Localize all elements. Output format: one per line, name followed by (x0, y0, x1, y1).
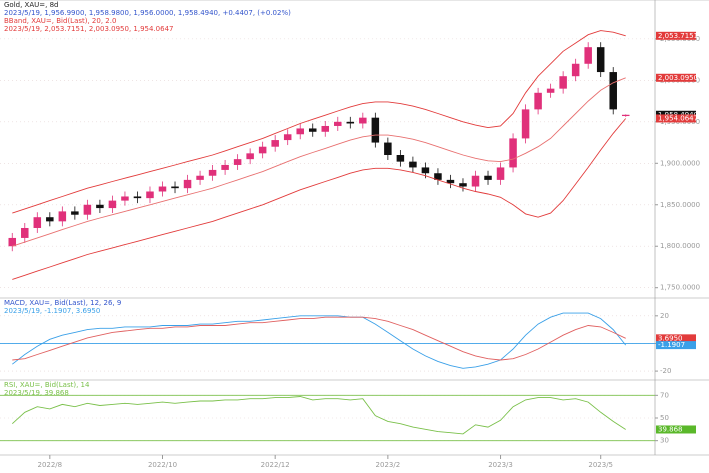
price-tag-label: 2,003.0950 (658, 74, 698, 82)
candle-body (221, 164, 229, 170)
series-line (12, 118, 627, 280)
price-tag (656, 114, 696, 123)
candle-body (434, 173, 442, 180)
y-tick-label: -20 (660, 367, 671, 375)
candle-body (96, 204, 104, 209)
candle-body (183, 179, 192, 189)
candle-body (158, 186, 167, 192)
legend-text: BBand, XAU=, Bid(Last), 20, 2.0 (4, 17, 116, 25)
candle-body (409, 161, 417, 168)
x-tick-label: 2022/12 (261, 461, 290, 469)
price-tag-label: 39.868 (658, 425, 683, 433)
price-tag (656, 334, 696, 343)
candle-body (546, 88, 555, 93)
candle-body (146, 191, 154, 199)
candle-body (509, 138, 517, 168)
legend-text: 2023/5/19, 2,053.7151, 2,003.0950, 1,954… (4, 25, 173, 33)
x-tick-label: 2022/8 (37, 461, 62, 469)
series-line (12, 316, 626, 361)
candle-body (421, 167, 430, 174)
series-line (12, 30, 626, 214)
candle-body (271, 140, 279, 147)
legend-text: 2023/5/19, -1.1907, 3.6950 (4, 307, 100, 315)
candle-body (8, 237, 17, 247)
candle-body (609, 72, 617, 110)
price-tag (656, 341, 696, 350)
candle-body (534, 92, 542, 110)
candle-body (83, 204, 92, 215)
candle-body (208, 169, 217, 176)
x-tick-label: 2023/2 (376, 461, 401, 469)
candle-body (471, 175, 480, 187)
candle-body (296, 128, 304, 135)
series-line (12, 312, 627, 369)
candle-body (321, 125, 330, 132)
candle-body (171, 186, 179, 189)
candle-body (133, 196, 142, 199)
x-tick-label: 2023/3 (488, 461, 513, 469)
candle-body (46, 217, 54, 222)
y-tick-label: 1,850.0000 (660, 201, 700, 209)
candle-body (571, 63, 580, 77)
y-tick-label: 1,750.0000 (660, 284, 700, 292)
price-tag-label: 2,053.7151 (658, 32, 698, 40)
x-tick-label: 2023/5 (588, 461, 613, 469)
y-tick-label: 70 (660, 391, 669, 399)
candle-body (559, 76, 567, 89)
y-tick-label: 1,900.0000 (660, 159, 700, 167)
legend-text: Gold, XAU=, 8d (4, 1, 58, 9)
series-line (11, 396, 626, 435)
y-tick-label: 30 (660, 437, 669, 445)
candle-body (21, 227, 29, 238)
candle-body (283, 134, 292, 141)
price-tag-label: 3.6950 (658, 334, 683, 342)
candle-body (346, 121, 355, 124)
x-tick-label: 2022/10 (148, 461, 177, 469)
candle-body (596, 47, 605, 73)
price-tag-label: 1,954.0647 (658, 114, 698, 122)
candle-body (33, 217, 42, 228)
price-tag-label: -1.1907 (658, 341, 685, 349)
y-tick-label: 50 (660, 414, 669, 422)
candle-body (121, 196, 129, 201)
candle-body (521, 109, 530, 139)
candle-body (584, 47, 592, 64)
candle-body (71, 211, 79, 215)
price-tag (656, 31, 696, 40)
price-tag (656, 425, 696, 434)
y-tick-label: 20 (660, 312, 669, 320)
y-tick-label: 1,800.0000 (660, 242, 700, 250)
candle-body (246, 153, 254, 160)
series-line (12, 77, 626, 247)
price-tag (656, 73, 696, 82)
candle-body (371, 117, 380, 143)
candle-body (308, 128, 317, 132)
candle-body (334, 121, 342, 126)
candle-body (396, 155, 405, 162)
legend-text: 2023/5/19, 1,956.9900, 1,958.9800, 1,956… (4, 9, 291, 17)
candle-body (484, 175, 492, 180)
candle-body (233, 159, 242, 165)
candle-body (58, 211, 67, 222)
candle-body (258, 146, 267, 154)
candle-body (196, 175, 204, 180)
candle-body (359, 117, 367, 124)
candle-body (496, 167, 505, 180)
candle-body (384, 142, 392, 155)
candle-body (108, 200, 117, 209)
candle-body (459, 183, 467, 187)
legend-text: 2023/5/19, 39.868 (4, 389, 69, 397)
legend-text: MACD, XAU=, Bid(Last), 12, 26, 9 (4, 299, 121, 307)
legend-text: RSI, XAU=, Bid(Last), 14 (4, 381, 90, 389)
candle-body (621, 114, 630, 117)
candle-body (446, 179, 455, 184)
